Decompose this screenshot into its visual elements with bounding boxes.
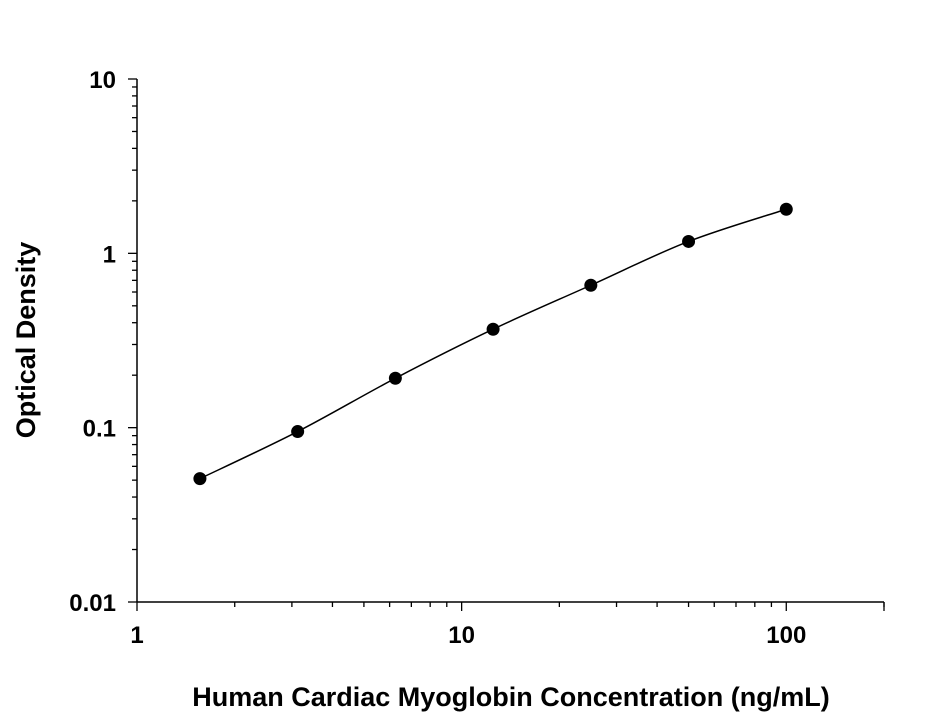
data-point bbox=[193, 472, 207, 486]
fit-curve bbox=[199, 208, 787, 480]
tick-labels: 1 10 100 0.01 0.1 1 10 bbox=[69, 67, 806, 649]
x-tick-label: 1 bbox=[130, 622, 143, 649]
y-tick-label: 1 bbox=[103, 241, 116, 268]
y-tick-label: 10 bbox=[89, 67, 116, 94]
x-tick-label: 10 bbox=[448, 622, 475, 649]
data-point bbox=[388, 371, 402, 385]
data-point bbox=[682, 234, 696, 248]
y-tick-label: 0.01 bbox=[69, 590, 116, 617]
x-tick-label: 100 bbox=[766, 622, 806, 649]
data-points bbox=[193, 202, 793, 486]
data-point bbox=[291, 425, 305, 439]
axes bbox=[128, 78, 885, 611]
y-axis-label: Optical Density bbox=[11, 242, 41, 439]
x-axis-label: Human Cardiac Myoglobin Concentration (n… bbox=[192, 682, 830, 712]
y-tick-label: 0.1 bbox=[83, 416, 116, 443]
data-point bbox=[486, 322, 500, 336]
data-point bbox=[584, 278, 598, 292]
data-point bbox=[779, 202, 793, 216]
